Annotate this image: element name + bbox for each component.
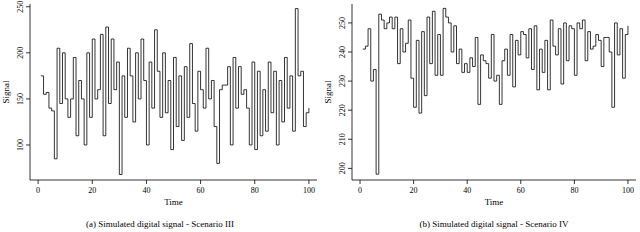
y-tick	[26, 52, 30, 53]
y-axis	[352, 4, 353, 180]
y-tick-label: 200	[338, 162, 347, 174]
x-tick-label: 40	[463, 186, 471, 195]
x-tick	[467, 180, 468, 184]
x-tick-label: 60	[517, 186, 525, 195]
x-tick	[360, 180, 361, 184]
x-tick	[92, 180, 93, 184]
y-tick-label: 200	[16, 47, 25, 59]
y-axis	[30, 4, 31, 180]
y-tick	[26, 6, 30, 7]
y-tick-label: 230	[338, 75, 347, 87]
plot-area	[41, 9, 309, 175]
x-tick	[146, 180, 147, 184]
y-tick-label: 100	[16, 139, 25, 151]
y-tick	[348, 22, 352, 23]
x-tick-label: 100	[622, 186, 634, 195]
x-axis-label: Time	[164, 197, 183, 207]
x-tick	[38, 180, 39, 184]
x-tick	[574, 180, 575, 184]
y-tick-label: 210	[338, 133, 347, 145]
y-tick-label: 250	[338, 17, 347, 29]
y-tick-label: 220	[338, 104, 347, 116]
x-tick-label: 60	[197, 186, 205, 195]
x-tick-label: 20	[410, 186, 418, 195]
x-tick	[254, 180, 255, 184]
y-tick-label: 250	[16, 1, 25, 13]
chart-panel: 0 20 40 60 80 100 100 150 200 250 Time Signal (a) Si…	[1, 1, 317, 229]
x-tick-label: 0	[358, 186, 362, 195]
x-tick	[308, 180, 309, 184]
y-axis-label: Signal	[1, 80, 11, 104]
caption: (a) Simulated digital signal - Scenario …	[86, 219, 234, 229]
y-tick	[348, 110, 352, 111]
x-tick-label: 80	[251, 186, 259, 195]
x-tick-label: 0	[36, 186, 40, 195]
y-tick-label: 150	[16, 93, 25, 105]
x-tick-label: 20	[88, 186, 96, 195]
y-tick	[348, 168, 352, 169]
y-tick	[26, 144, 30, 145]
y-tick	[348, 81, 352, 82]
plot-area	[363, 8, 628, 174]
x-tick	[413, 180, 414, 184]
y-tick	[348, 139, 352, 140]
signal-line	[363, 8, 628, 174]
x-tick-label: 80	[570, 186, 578, 195]
y-axis-label: Signal	[323, 80, 333, 104]
chart-panel: 0 20 40 60 80 100 200 210 220 230 240 250 Time Signal…	[323, 4, 636, 229]
x-tick	[520, 180, 521, 184]
y-tick	[26, 98, 30, 99]
signal-line	[41, 9, 309, 175]
x-tick	[200, 180, 201, 184]
y-tick	[348, 52, 352, 53]
caption: (b) Simulated digital signal - Scenario …	[420, 219, 569, 229]
x-tick-label: 40	[142, 186, 150, 195]
x-tick-label: 100	[303, 186, 315, 195]
x-axis	[30, 180, 317, 181]
x-tick	[627, 180, 628, 184]
figure: 020406080100100150200250TimeSignal(a) Si…	[0, 0, 640, 232]
x-axis-label: Time	[485, 197, 504, 207]
x-axis	[352, 180, 636, 181]
y-tick-label: 240	[338, 46, 347, 58]
